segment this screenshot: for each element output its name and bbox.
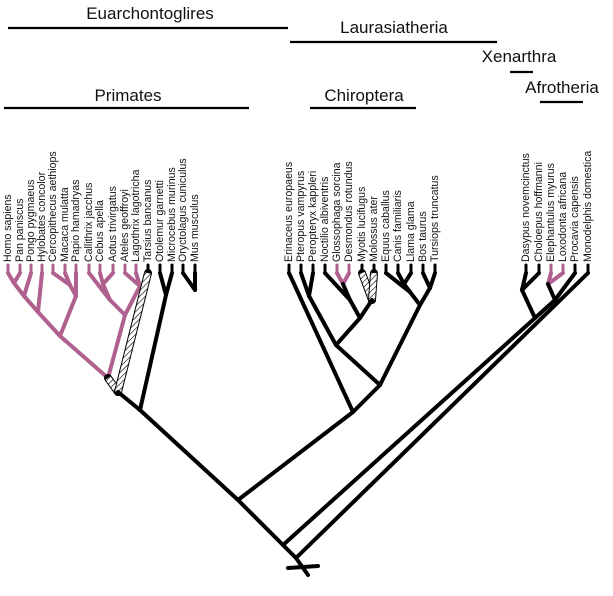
branch <box>286 564 320 570</box>
branch <box>408 290 422 307</box>
branch <box>236 498 285 547</box>
branch <box>334 343 382 387</box>
taxon-label: Homo sapiens <box>2 194 14 262</box>
branch <box>307 271 315 298</box>
taxon-label: Erinaceus europaeus <box>283 162 295 262</box>
branch <box>358 298 374 320</box>
branch <box>520 288 537 320</box>
branch <box>134 271 142 288</box>
taxon-label: Glossophaga sorcina <box>331 162 343 262</box>
hatched-branch <box>369 272 377 301</box>
taxon-label: Dasypus novemcinctus <box>520 153 532 262</box>
branch <box>378 303 422 387</box>
branch <box>101 271 115 286</box>
taxon-label: Canis familiaris <box>392 190 404 262</box>
taxon-label: Papio hamadryas <box>70 180 82 262</box>
hatched-branch <box>115 272 151 393</box>
branch <box>351 383 382 414</box>
taxon-label: Callithrix jacchus <box>83 183 95 262</box>
branch <box>236 410 355 502</box>
clade-chiroptera-label: Chiroptera <box>324 86 404 105</box>
clade-xenarthra-label: Xenarthra <box>482 47 557 66</box>
branch <box>12 281 26 298</box>
taxon-label: Monodelphis domestica <box>582 151 594 262</box>
taxon-label: Tarsius bancanus <box>142 180 154 262</box>
branch <box>341 271 351 286</box>
branch <box>546 271 565 286</box>
branch <box>287 271 355 414</box>
taxon-label: Microcebus murinus <box>166 167 178 262</box>
taxon-label: Llama glama <box>405 201 417 262</box>
branch <box>323 271 352 302</box>
taxon-label: Noctilio albiventris <box>319 177 331 262</box>
branch <box>348 298 362 320</box>
taxon-label: Myotis lucifugus <box>356 187 368 262</box>
taxon-label: Oryctolagus cuniculus <box>177 158 189 262</box>
branch <box>138 408 240 502</box>
taxon-label: Pongo pygmaeus <box>25 180 37 262</box>
branch <box>58 294 78 338</box>
branch <box>36 271 44 314</box>
branch <box>164 271 174 297</box>
taxon-label: Peropteryx kappleri <box>307 171 319 262</box>
taxon-label: Pteropus vampyrus <box>295 171 307 262</box>
taxon-label: Cebus apella <box>94 200 106 262</box>
clade-euarchontoglires-label: Euarchontoglires <box>86 4 214 23</box>
branch <box>22 294 40 314</box>
branch <box>106 313 127 380</box>
taxon-label: Molossus ater <box>368 196 380 262</box>
clade-labels: Euarchontoglires Laurasiatheria Xenarthr… <box>4 4 599 110</box>
taxon-label: Choloepus hoffmanni <box>533 162 545 262</box>
branch <box>281 543 298 560</box>
taxon-label: Lagothrix lagotricha <box>130 169 142 262</box>
branch <box>418 286 432 307</box>
branch <box>123 284 142 317</box>
branch <box>294 271 590 560</box>
branch <box>341 282 352 302</box>
taxon-label: Mus musculus <box>189 194 201 262</box>
branch <box>138 293 168 412</box>
branch <box>101 282 112 302</box>
clade-primates-label: Primates <box>94 86 161 105</box>
branch <box>520 271 541 292</box>
branch <box>63 271 72 287</box>
taxon-label: Aotus trivirgatus <box>107 186 119 262</box>
taxon-label: Elephantulus myurus <box>545 163 557 262</box>
taxon-label: Macaca mulatta <box>59 187 71 262</box>
taxa-labels: Homo sapiens Pan paniscus Pongo pygmaeus Hy… <box>2 151 594 262</box>
taxon-label: Cercopithecus aethiops <box>47 151 59 262</box>
branch <box>402 271 413 286</box>
branch <box>22 271 33 298</box>
branch <box>533 298 557 320</box>
clade-afrotheria-label: Afrotheria <box>525 78 599 97</box>
branch <box>428 271 437 290</box>
taxon-label: Hylobates concolor <box>36 171 48 262</box>
taxon-label: Otolemur garnetti <box>154 180 166 262</box>
branch <box>58 334 110 380</box>
taxon-label: Procavia capensis <box>569 176 581 262</box>
tree-branches <box>6 263 590 577</box>
clade-laurasiatheria-label: Laurasiatheria <box>340 18 448 37</box>
taxon-label: Pan paniscus <box>14 198 26 262</box>
branch <box>36 310 62 338</box>
taxon-label: Tursiops truncatus <box>429 175 441 262</box>
branch <box>307 294 338 347</box>
branch <box>116 390 142 412</box>
branch <box>334 316 362 347</box>
branch <box>108 298 127 317</box>
taxon-label: Loxodonta africana <box>557 172 569 262</box>
taxon-label: Bos taurus <box>417 211 429 262</box>
branch <box>553 271 577 302</box>
taxon-label: Equus caballus <box>380 190 392 262</box>
branch <box>281 316 537 547</box>
branch <box>546 282 557 302</box>
taxon-label: Ateles geoffroyi <box>119 189 131 262</box>
taxon-label: Desmondus rotundus <box>343 161 355 262</box>
